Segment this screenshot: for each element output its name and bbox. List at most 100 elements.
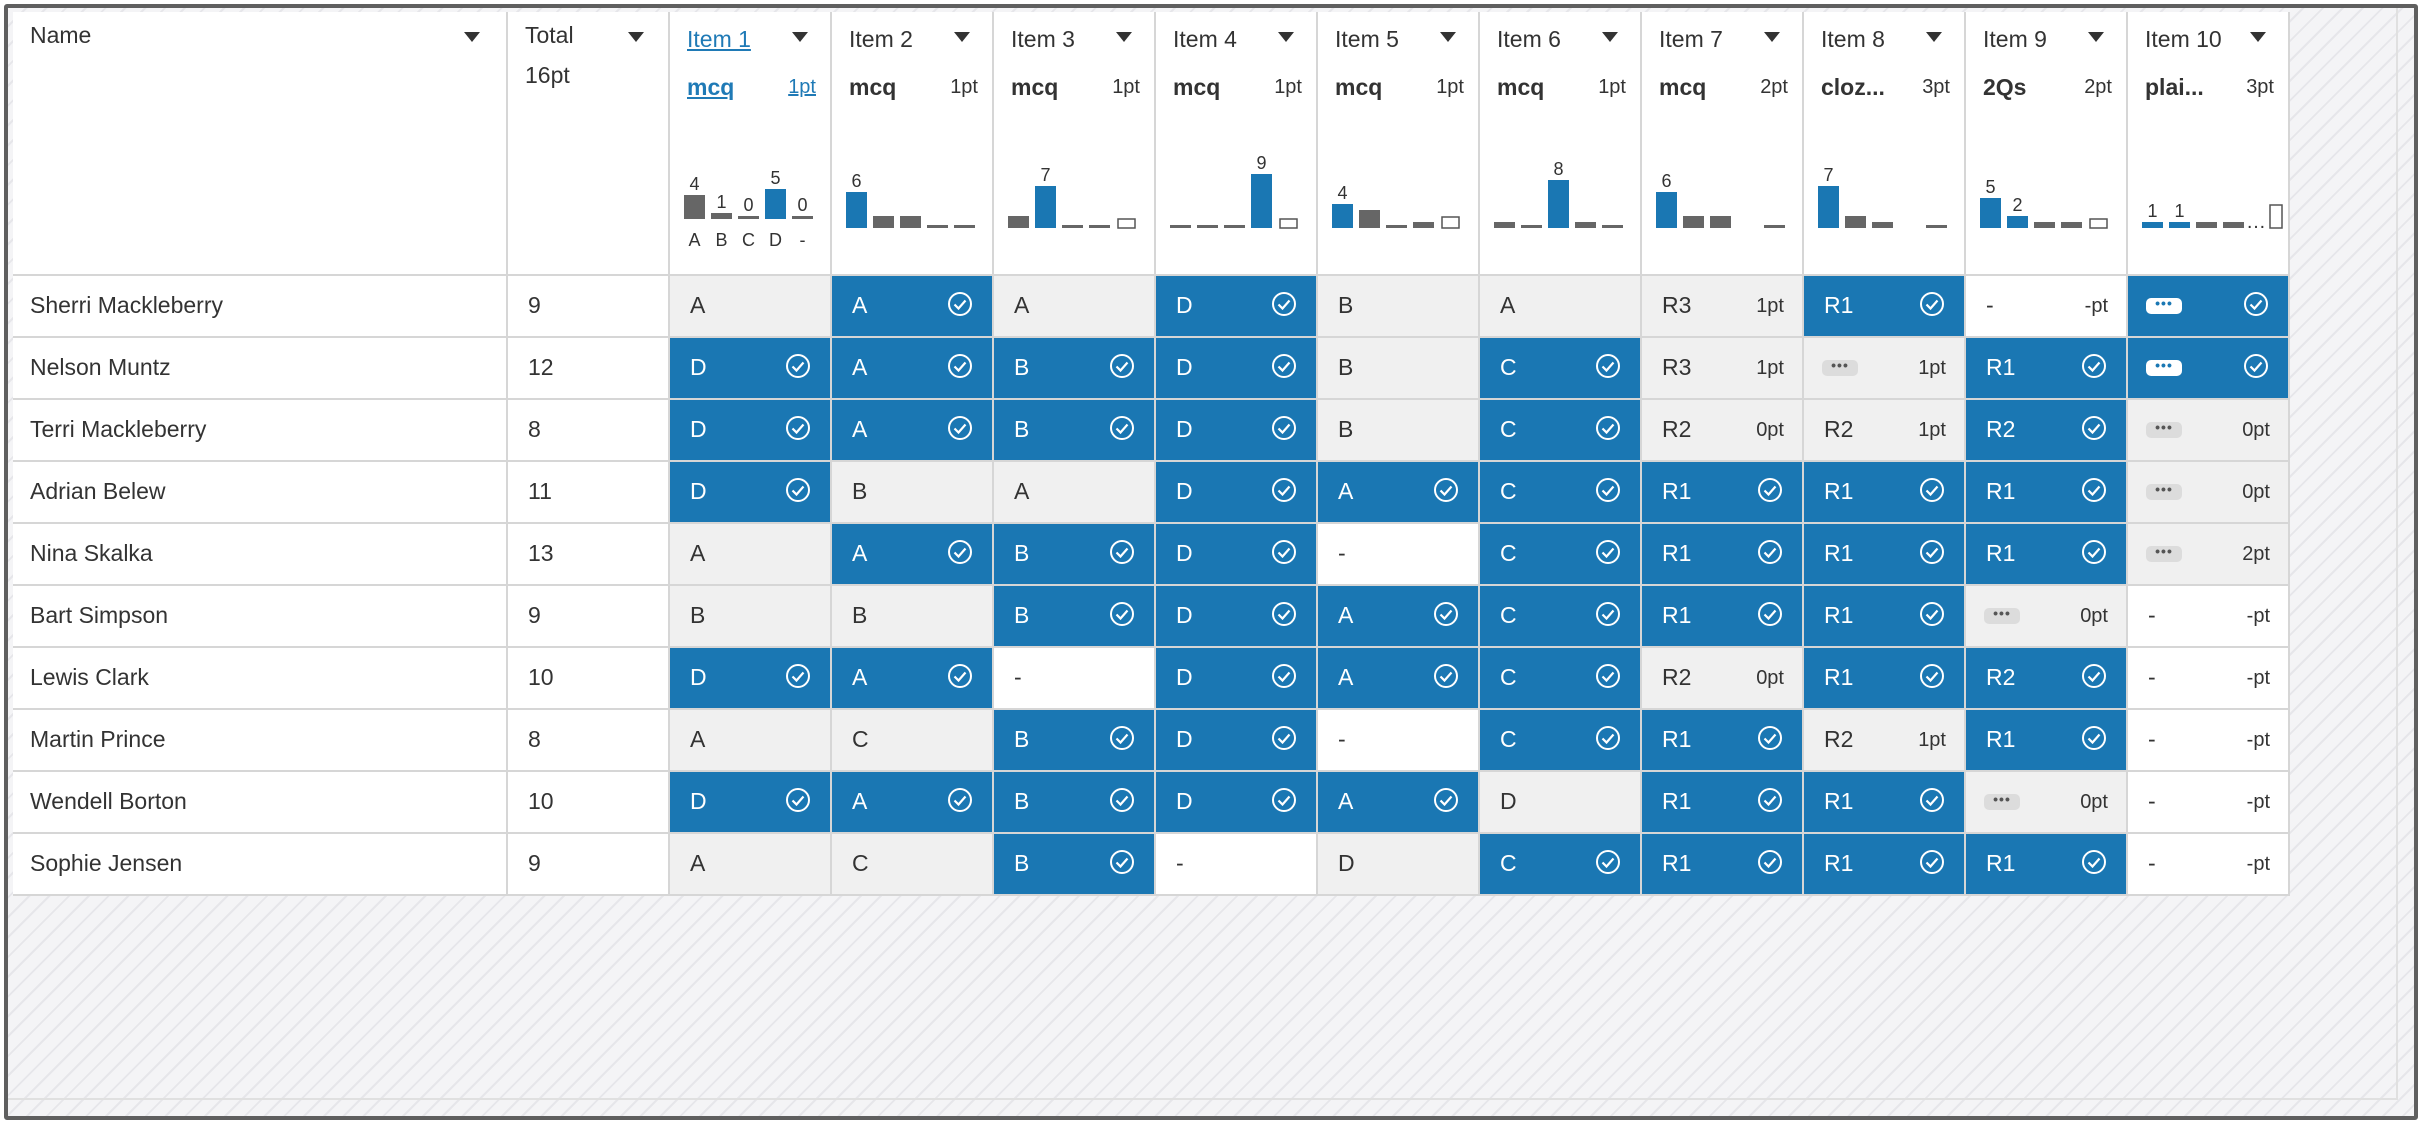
response-cell[interactable]: D [670, 648, 830, 708]
student-name-cell[interactable]: Martin Prince [13, 710, 506, 770]
header-item-9[interactable]: Item 9 2Qs 2pt 5 2 [1966, 12, 2126, 274]
item-label[interactable]: Item 10 [2145, 26, 2222, 52]
item-label[interactable]: Item 7 [1659, 26, 1723, 52]
caret-down-icon[interactable] [1116, 32, 1132, 42]
response-cell[interactable]: D [1156, 710, 1316, 770]
response-cell[interactable]: ••• 2pt [2128, 524, 2288, 584]
response-cell[interactable]: B [994, 710, 1154, 770]
response-cell[interactable]: C [1480, 586, 1640, 646]
response-cell[interactable]: B [994, 772, 1154, 832]
response-cell[interactable]: D [670, 772, 830, 832]
item-label[interactable]: Item 1 [687, 26, 751, 52]
student-name-cell[interactable]: Bart Simpson [13, 586, 506, 646]
more-dots-icon[interactable]: ••• [1984, 792, 2020, 810]
caret-down-icon[interactable] [628, 32, 644, 42]
response-cell[interactable]: R1 [1966, 710, 2126, 770]
response-cell[interactable]: A [832, 524, 992, 584]
response-cell[interactable]: R1 [1804, 524, 1964, 584]
header-name[interactable]: Name [13, 12, 506, 274]
caret-down-icon[interactable] [1278, 32, 1294, 42]
response-cell[interactable]: D [1156, 648, 1316, 708]
header-item-3[interactable]: Item 3 mcq 1pt 7 [994, 12, 1154, 274]
more-dots-icon[interactable]: ••• [2146, 358, 2182, 376]
more-dots-icon[interactable]: ••• [2146, 420, 2182, 438]
response-cell[interactable]: - -pt [2128, 586, 2288, 646]
response-cell[interactable]: D [1156, 276, 1316, 336]
student-name-cell[interactable]: Sherri Mackleberry [13, 276, 506, 336]
item-label[interactable]: Item 6 [1497, 26, 1561, 52]
response-cell[interactable]: A [994, 462, 1154, 522]
response-cell[interactable]: C [832, 710, 992, 770]
student-name-cell[interactable]: Wendell Borton [13, 772, 506, 832]
response-cell[interactable]: D [1156, 524, 1316, 584]
response-cell[interactable]: C [1480, 462, 1640, 522]
response-cell[interactable]: R1 [1642, 834, 1802, 894]
response-cell[interactable]: D [1480, 772, 1640, 832]
response-cell[interactable]: D [670, 338, 830, 398]
response-cell[interactable]: R3 1pt [1642, 276, 1802, 336]
response-cell[interactable]: ••• 0pt [1966, 586, 2126, 646]
response-cell[interactable]: R1 [1642, 586, 1802, 646]
response-cell[interactable]: D [1156, 586, 1316, 646]
response-cell[interactable]: R1 [1804, 772, 1964, 832]
response-cell[interactable]: A [670, 834, 830, 894]
caret-down-icon[interactable] [792, 32, 808, 42]
response-cell[interactable]: C [1480, 710, 1640, 770]
response-cell[interactable]: A [1318, 462, 1478, 522]
item-label[interactable]: Item 2 [849, 26, 913, 52]
response-cell[interactable]: C [1480, 648, 1640, 708]
student-name-cell[interactable]: Nina Skalka [13, 524, 506, 584]
response-cell[interactable]: B [994, 524, 1154, 584]
item-label[interactable]: Item 8 [1821, 26, 1885, 52]
response-cell[interactable]: R1 [1966, 338, 2126, 398]
response-cell[interactable]: B [832, 462, 992, 522]
item-points[interactable]: 1pt [788, 76, 816, 98]
response-cell[interactable]: C [832, 834, 992, 894]
response-cell[interactable]: ••• 0pt [2128, 400, 2288, 460]
response-cell[interactable]: D [670, 400, 830, 460]
header-item-1[interactable]: Item 1 mcq 1pt 4 A 1 B 0 C 5 D 0- [670, 12, 830, 274]
response-cell[interactable]: A [1318, 772, 1478, 832]
response-cell[interactable]: ••• 0pt [1966, 772, 2126, 832]
response-cell[interactable]: D [1318, 834, 1478, 894]
response-cell[interactable]: D [1156, 462, 1316, 522]
more-dots-icon[interactable]: ••• [2146, 544, 2182, 562]
caret-down-icon[interactable] [954, 32, 970, 42]
response-cell[interactable]: R1 [1804, 586, 1964, 646]
item-label[interactable]: Item 9 [1983, 26, 2047, 52]
response-cell[interactable]: - [994, 648, 1154, 708]
student-name-cell[interactable]: Sophie Jensen [13, 834, 506, 894]
response-cell[interactable]: A [832, 400, 992, 460]
response-cell[interactable]: C [1480, 338, 1640, 398]
response-cell[interactable]: R2 [1966, 648, 2126, 708]
response-cell[interactable]: A [832, 276, 992, 336]
caret-down-icon[interactable] [1926, 32, 1942, 42]
caret-down-icon[interactable] [1440, 32, 1456, 42]
response-cell[interactable]: B [670, 586, 830, 646]
response-cell[interactable]: A [1318, 586, 1478, 646]
response-cell[interactable]: R1 [1642, 772, 1802, 832]
caret-down-icon[interactable] [2088, 32, 2104, 42]
caret-down-icon[interactable] [1764, 32, 1780, 42]
response-cell[interactable]: D [1156, 338, 1316, 398]
response-cell[interactable]: - -pt [1966, 276, 2126, 336]
response-cell[interactable]: R1 [1804, 462, 1964, 522]
response-cell[interactable]: C [1480, 400, 1640, 460]
header-item-8[interactable]: Item 8 cloz... 3pt 7 [1804, 12, 1964, 274]
response-cell[interactable]: R2 0pt [1642, 648, 1802, 708]
response-cell[interactable]: B [1318, 400, 1478, 460]
response-cell[interactable]: R2 0pt [1642, 400, 1802, 460]
response-cell[interactable]: R1 [1966, 462, 2126, 522]
student-name-cell[interactable]: Lewis Clark [13, 648, 506, 708]
more-dots-icon[interactable]: ••• [1984, 606, 2020, 624]
header-item-10[interactable]: Item 10 plai... 3pt 1 1… [2128, 12, 2288, 274]
item-label[interactable]: Item 3 [1011, 26, 1075, 52]
response-cell[interactable]: A [670, 276, 830, 336]
response-cell[interactable]: B [1318, 338, 1478, 398]
response-cell[interactable]: - [1156, 834, 1316, 894]
response-cell[interactable]: B [994, 834, 1154, 894]
response-cell[interactable]: R1 [1966, 524, 2126, 584]
response-cell[interactable]: B [832, 586, 992, 646]
caret-down-icon[interactable] [2250, 32, 2266, 42]
response-cell[interactable]: A [670, 710, 830, 770]
